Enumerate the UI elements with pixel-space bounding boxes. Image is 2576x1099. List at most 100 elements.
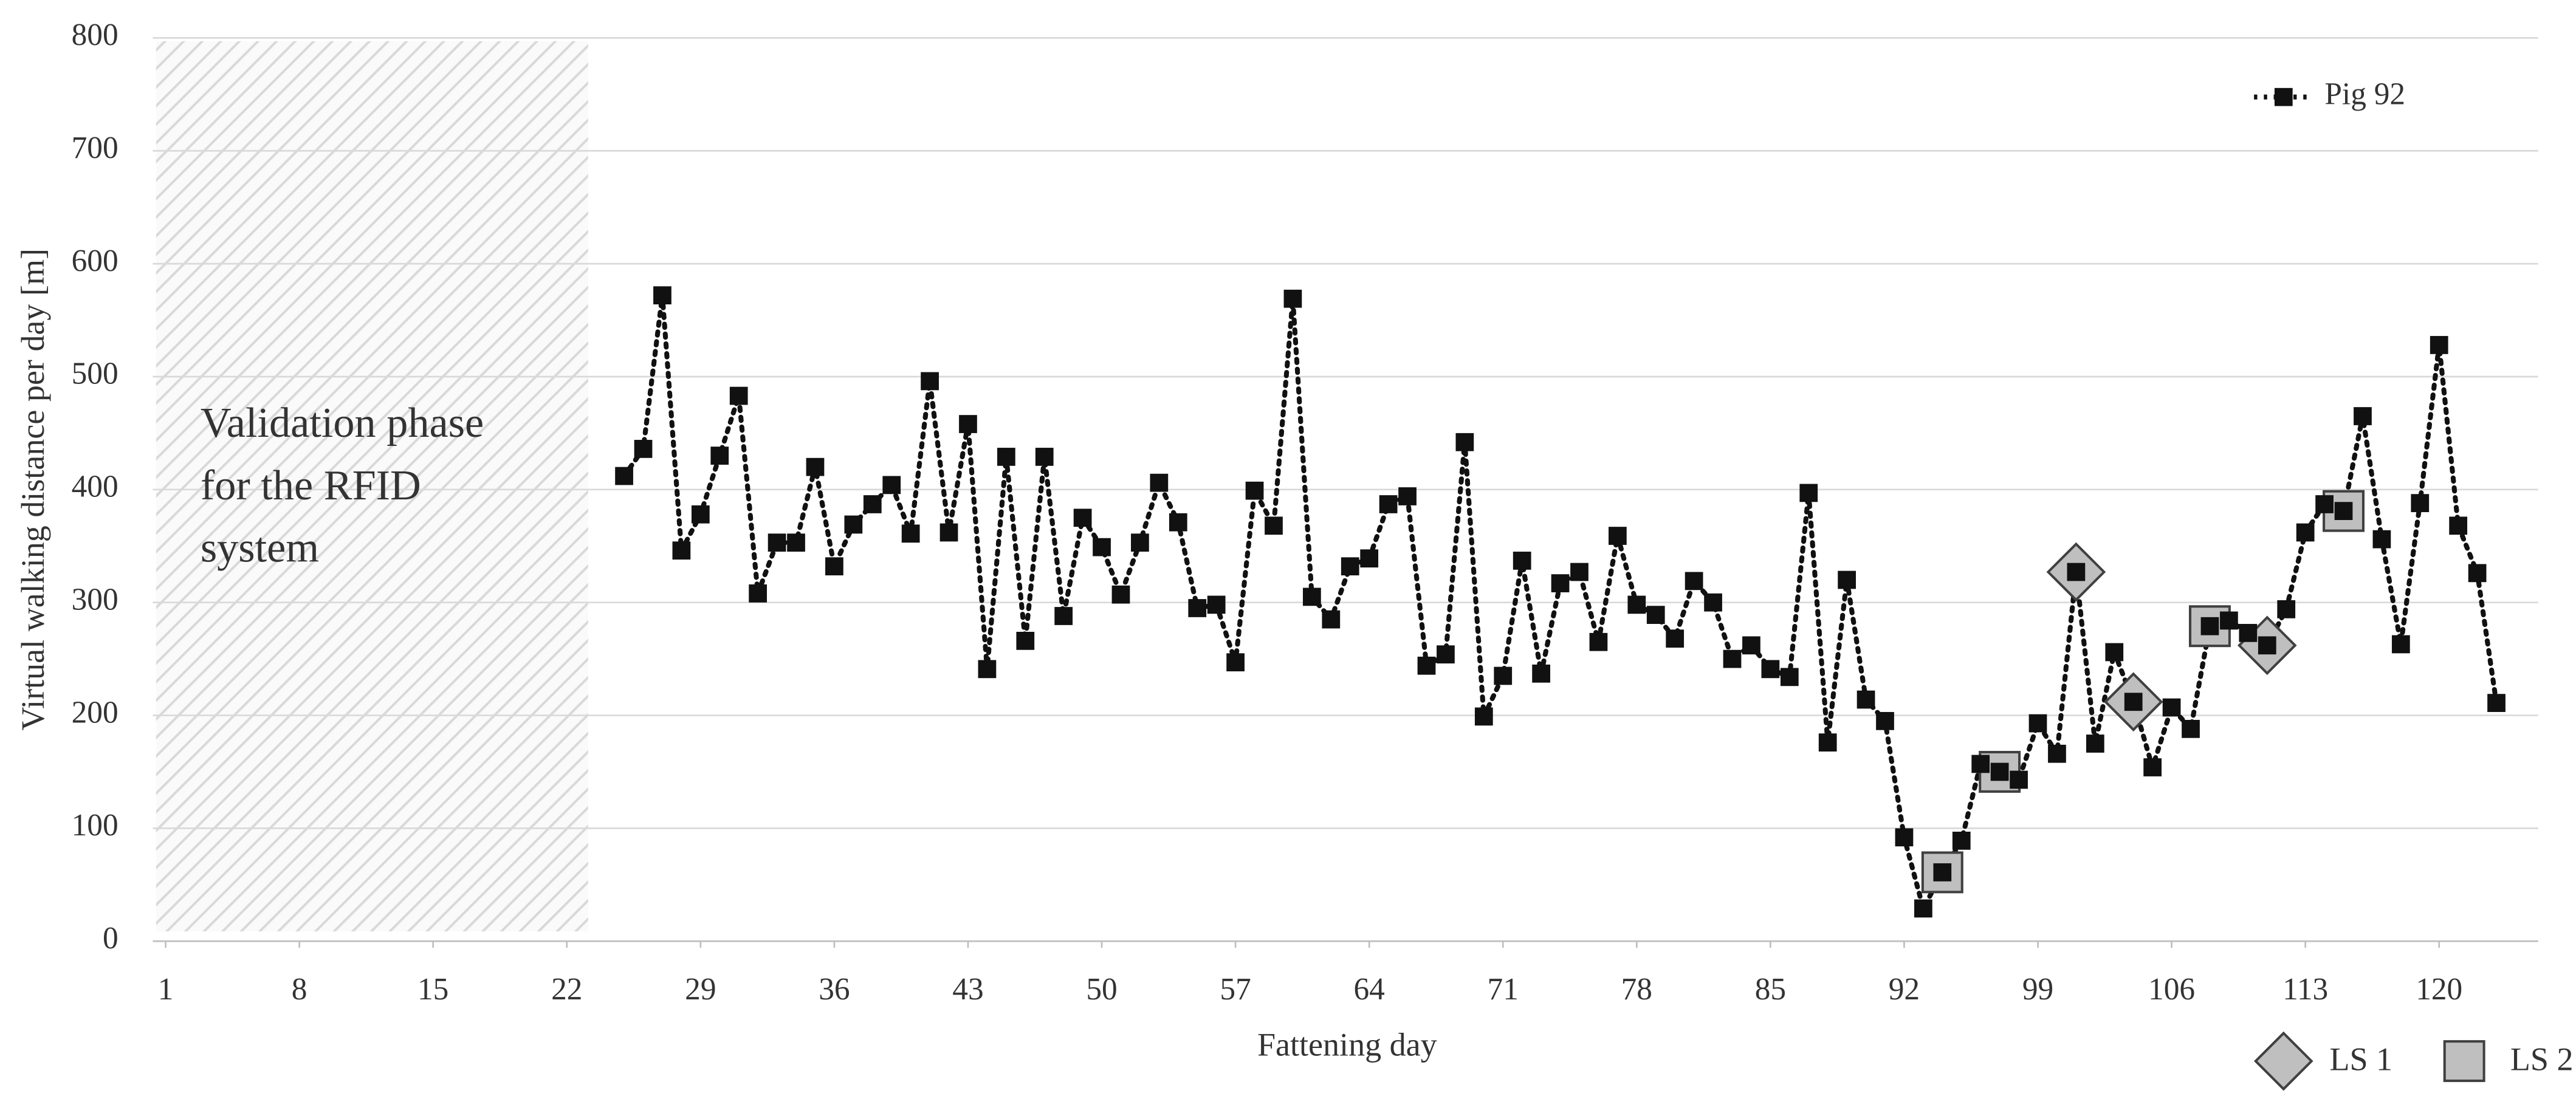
point: [2067, 563, 2086, 581]
point: [2028, 714, 2047, 733]
point: [1818, 733, 1837, 752]
point: [2372, 530, 2391, 549]
point: [2220, 611, 2238, 630]
point: [806, 457, 825, 476]
legend-marker: [2274, 87, 2293, 106]
legend-marker: [2253, 1031, 2313, 1091]
point: [1799, 484, 1818, 502]
point: [997, 448, 1015, 466]
point: [2411, 494, 2430, 512]
point: [749, 584, 768, 603]
point: [787, 533, 805, 552]
point: [2277, 600, 2296, 618]
point: [2487, 694, 2506, 712]
point: [901, 524, 920, 543]
point: [691, 505, 710, 524]
point: [1265, 516, 1283, 535]
annotation: Validation phase: [201, 399, 484, 447]
point: [1876, 711, 1894, 730]
point: [844, 515, 863, 534]
point: [1360, 549, 1379, 568]
point: [2162, 698, 2181, 717]
y-tick-label: 600: [72, 244, 118, 278]
point: [1914, 899, 1932, 918]
point: [2449, 516, 2468, 535]
point: [1131, 533, 1149, 552]
legend-label: LS 1: [2329, 1041, 2392, 1078]
point: [2200, 617, 2219, 635]
point: [1704, 593, 1722, 612]
x-tick-label: 1: [158, 972, 174, 1007]
x-tick-label: 8: [292, 972, 307, 1007]
x-tick-label: 71: [1488, 972, 1519, 1007]
x-tick-label: 57: [1220, 972, 1251, 1007]
y-tick-label: 500: [72, 357, 118, 391]
point: [1341, 557, 1359, 576]
y-tick-label: 300: [72, 582, 118, 617]
point: [1570, 563, 1589, 581]
point: [1971, 755, 1990, 773]
point: [2143, 758, 2162, 776]
point: [1054, 607, 1073, 625]
validation-region: [156, 41, 588, 932]
x-tick-label: 92: [1889, 972, 1920, 1007]
x-tick-label: 22: [551, 972, 582, 1007]
point: [1933, 863, 1952, 882]
point: [1742, 636, 1760, 655]
point: [1494, 666, 1513, 685]
point: [2086, 734, 2104, 753]
y-tick-label: 200: [72, 695, 118, 730]
legend-label: LS 2: [2510, 1041, 2574, 1078]
point: [2182, 719, 2200, 738]
point: [634, 440, 653, 458]
x-tick-label: 99: [2022, 972, 2053, 1007]
y-tick-label: 400: [72, 470, 118, 504]
point: [1398, 487, 1417, 505]
point: [2105, 643, 2124, 662]
point: [2315, 495, 2334, 513]
point: [672, 541, 691, 560]
point: [1455, 433, 1474, 451]
annotation: for the RFID: [201, 462, 421, 509]
point: [1207, 595, 1226, 614]
point: [1150, 473, 1169, 492]
point: [1838, 570, 1856, 589]
point: [2334, 502, 2353, 521]
point: [1093, 538, 1111, 556]
point: [710, 447, 729, 465]
x-tick-label: 106: [2148, 972, 2195, 1007]
point: [2391, 635, 2410, 654]
x-tick-label: 50: [1086, 972, 1117, 1007]
legend-marker: [2443, 1040, 2485, 1083]
point: [1188, 599, 1207, 617]
point: [959, 415, 977, 433]
x-tick-label: 113: [2282, 972, 2328, 1007]
point: [1035, 448, 1054, 466]
point: [615, 467, 633, 485]
point: [1226, 653, 1245, 672]
annotation: system: [201, 524, 319, 572]
point: [1856, 690, 1875, 709]
y-tick-label: 0: [103, 921, 118, 956]
point: [863, 495, 882, 513]
point: [939, 523, 958, 542]
point: [1532, 664, 1550, 683]
point: [1322, 610, 1341, 629]
point: [2354, 407, 2372, 425]
point: [1646, 606, 1665, 624]
legend-label: Pig 92: [2324, 77, 2405, 111]
y-tick-label: 700: [72, 131, 118, 165]
point: [1685, 572, 1703, 591]
x-tick-label: 78: [1621, 972, 1652, 1007]
x-tick-label: 85: [1755, 972, 1786, 1007]
point: [1016, 632, 1035, 650]
point: [1723, 649, 1742, 668]
point: [2239, 623, 2258, 642]
point: [1169, 513, 1187, 532]
x-tick-label: 15: [417, 972, 448, 1007]
y-axis-label: Virtual walking distance per day [m]: [15, 248, 51, 731]
point: [2010, 770, 2028, 789]
point: [2258, 636, 2276, 655]
point: [1952, 831, 1971, 850]
